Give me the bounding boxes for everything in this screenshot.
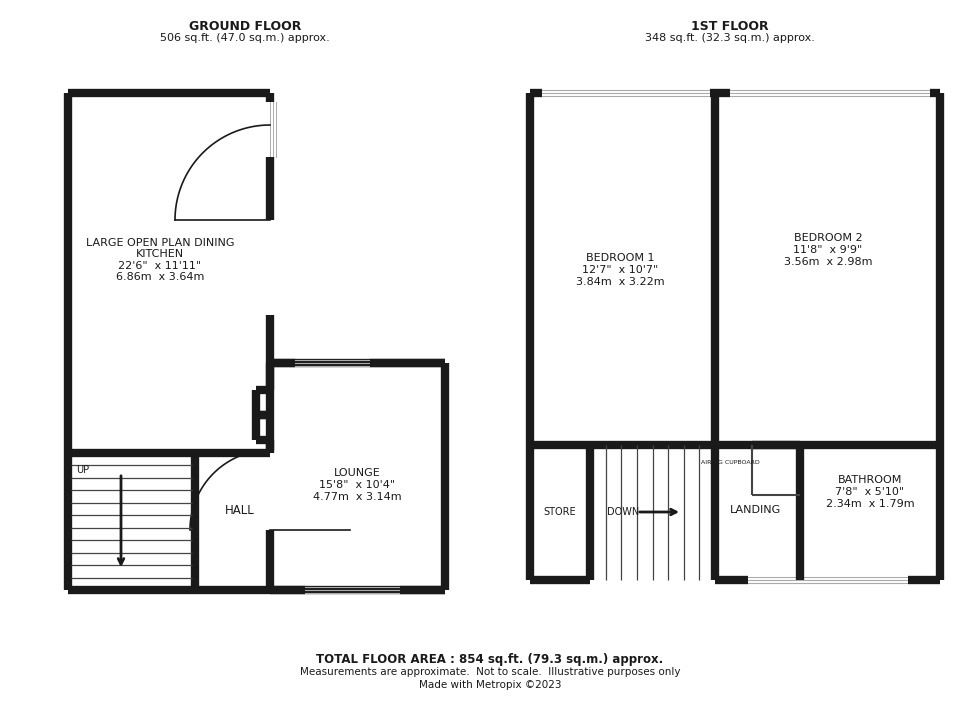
Text: DOWN: DOWN (607, 507, 639, 517)
Text: LANDING: LANDING (729, 505, 781, 515)
Text: 506 sq.ft. (47.0 sq.m.) approx.: 506 sq.ft. (47.0 sq.m.) approx. (160, 33, 330, 43)
Text: TOTAL FLOOR AREA : 854 sq.ft. (79.3 sq.m.) approx.: TOTAL FLOOR AREA : 854 sq.ft. (79.3 sq.m… (317, 653, 663, 666)
Text: Made with Metropix ©2023: Made with Metropix ©2023 (418, 680, 562, 690)
Text: 348 sq.ft. (32.3 sq.m.) approx.: 348 sq.ft. (32.3 sq.m.) approx. (645, 33, 815, 43)
Text: GROUND FLOOR: GROUND FLOOR (189, 20, 301, 33)
Text: STORE: STORE (544, 507, 576, 517)
Text: BATHROOM
7'8"  x 5'10"
2.34m  x 1.79m: BATHROOM 7'8" x 5'10" 2.34m x 1.79m (826, 476, 914, 508)
Text: 1ST FLOOR: 1ST FLOOR (691, 20, 769, 33)
Text: LARGE OPEN PLAN DINING
KITCHEN
22'6"  x 11'11"
6.86m  x 3.64m: LARGE OPEN PLAN DINING KITCHEN 22'6" x 1… (86, 237, 234, 282)
Text: BEDROOM 1
12'7"  x 10'7"
3.84m  x 3.22m: BEDROOM 1 12'7" x 10'7" 3.84m x 3.22m (575, 253, 664, 287)
Text: UP: UP (76, 465, 89, 475)
Text: AIRING CUPBOARD: AIRING CUPBOARD (701, 461, 760, 466)
Text: HALL: HALL (225, 503, 255, 516)
Text: LOUNGE
15'8"  x 10'4"
4.77m  x 3.14m: LOUNGE 15'8" x 10'4" 4.77m x 3.14m (313, 469, 402, 501)
Text: BEDROOM 2
11'8"  x 9'9"
3.56m  x 2.98m: BEDROOM 2 11'8" x 9'9" 3.56m x 2.98m (784, 233, 872, 267)
Text: Measurements are approximate.  Not to scale.  Illustrative purposes only: Measurements are approximate. Not to sca… (300, 667, 680, 677)
